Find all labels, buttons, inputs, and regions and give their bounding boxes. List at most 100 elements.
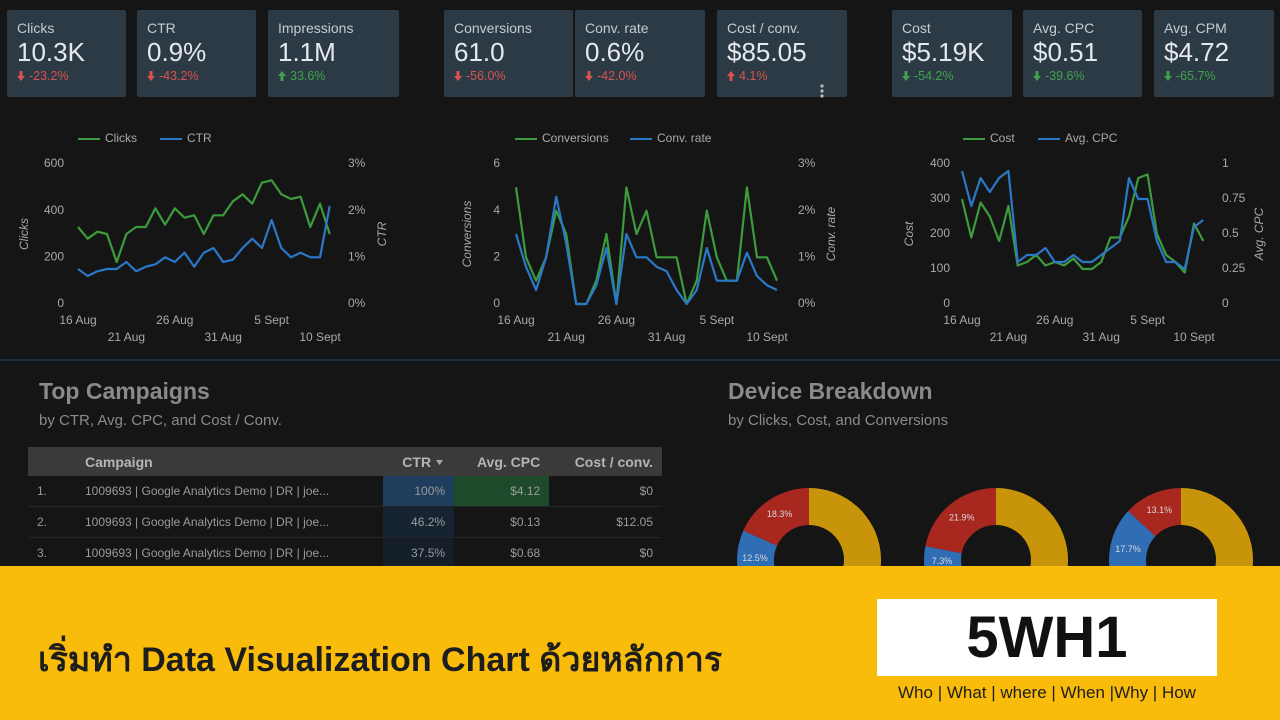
legend-label: Conversions	[542, 131, 609, 145]
kpi-change: 4.1%	[739, 69, 768, 83]
table-cell: 1.	[28, 476, 76, 507]
donut-slice	[743, 488, 809, 546]
kpi-change: -43.2%	[159, 69, 199, 83]
table-cell: 3.	[28, 537, 76, 569]
donut-slice	[925, 488, 996, 554]
kpi-label: Impressions	[278, 20, 354, 36]
banner: เริ่มทำ Data Visualization Chart ด้วยหลั…	[0, 566, 1280, 720]
y-tick-label: 400	[44, 203, 64, 217]
table-cell: 46.2%	[382, 506, 455, 538]
legend-label: Avg. CPC	[1065, 131, 1118, 145]
kpi-value: 61.0	[454, 37, 505, 67]
legend-label: CTR	[187, 131, 212, 145]
kpi-change-row: -39.6%	[1033, 69, 1132, 83]
x-tick-label: 21 Aug	[548, 330, 585, 344]
header-row: Campaign CTR Avg. CPC Cost / conv.	[28, 447, 662, 476]
kpi-card: Avg. CPC $0.51 -39.6%	[1023, 10, 1142, 97]
kpi-value: 10.3K	[17, 37, 85, 67]
x-tick-label: 5 Sept	[699, 313, 734, 327]
donut-label: 13.1%	[1147, 505, 1173, 515]
line-series	[77, 179, 331, 264]
kpi-value: 1.1M	[278, 37, 336, 67]
line-series	[77, 205, 331, 278]
menu-icon[interactable]	[820, 84, 824, 98]
sort-icon[interactable]	[431, 459, 445, 467]
y2-tick-label: 0.75	[1222, 191, 1246, 205]
table-cell: $4.12	[454, 476, 550, 507]
kpi-value: 0.9%	[147, 37, 207, 67]
headline: เริ่มทำ Data Visualization Chart ด้วยหลั…	[38, 641, 723, 679]
y-tick-label: 0	[943, 296, 950, 310]
y2-tick-label: 0.25	[1222, 261, 1246, 275]
kpi-change-row: -65.7%	[1164, 69, 1264, 83]
y2-tick-label: 3%	[798, 156, 816, 170]
kpi-label: Cost	[902, 20, 931, 36]
kpi-label: Conv. rate	[585, 20, 649, 36]
y-tick-label: 300	[930, 191, 950, 205]
kpi-change: -54.2%	[914, 69, 954, 83]
kpi-change-row: -56.0%	[454, 69, 563, 83]
y-tick-label: 0	[57, 296, 64, 310]
donut-label: 21.9%	[949, 513, 975, 523]
table-row: 1. 1009693 | Google Analytics Demo | DR |…	[28, 476, 662, 507]
y-tick-label: 0	[493, 296, 500, 310]
kpi-label: Clicks	[17, 20, 55, 36]
donut-label: 17.7%	[1115, 544, 1141, 554]
table-cell: $0.68	[454, 537, 550, 569]
campaign-table: Campaign CTR Avg. CPC Cost / conv. 1. 1009693…	[28, 447, 662, 569]
y2-tick-label: 1%	[348, 250, 366, 264]
trend-arrow	[147, 71, 155, 81]
donut-label: 7.3%	[932, 556, 953, 566]
table-cell: $0	[549, 476, 662, 507]
table-cell: $0.13	[454, 506, 550, 538]
table-cell: 1009693 | Google Analytics Demo | DR | j…	[76, 506, 383, 538]
table-row: 2. 1009693 | Google Analytics Demo | DR |…	[28, 506, 662, 538]
kpi-card: Avg. CPM $4.72 -65.7%	[1154, 10, 1274, 97]
y2-axis-title: CTR	[375, 221, 389, 246]
kpi-value: 0.6%	[585, 37, 645, 67]
x-tick-label: 26 Aug	[156, 313, 193, 327]
y2-axis-title: Avg. CPC	[1252, 207, 1266, 261]
x-tick-label: 31 Aug	[1083, 330, 1120, 344]
kpi-change: -39.6%	[1045, 69, 1085, 83]
legend-label: Clicks	[105, 131, 137, 145]
section-title: Device Breakdown	[728, 378, 933, 404]
y2-tick-label: 0%	[348, 296, 366, 310]
y2-tick-label: 0	[1222, 296, 1229, 310]
kpi-change-row: -42.0%	[585, 69, 695, 83]
donut-slice	[1128, 488, 1181, 537]
kpi-value: $0.51	[1033, 37, 1099, 67]
kpi-label: Avg. CPC	[1033, 20, 1095, 36]
kpi-label: Conversions	[454, 20, 532, 36]
table-cell: 1009693 | Google Analytics Demo | DR | j…	[76, 476, 383, 507]
y-axis-title: Clicks	[17, 218, 31, 250]
y-tick-label: 600	[44, 156, 64, 170]
x-tick-label: 10 Sept	[1173, 330, 1215, 344]
table-cell: 1009693 | Google Analytics Demo | DR | j…	[76, 537, 383, 569]
x-tick-label: 10 Sept	[746, 330, 788, 344]
kpi-label: Avg. CPM	[1164, 20, 1227, 36]
kpi-card: Impressions 1.1M 33.6%	[268, 10, 399, 97]
y-tick-label: 200	[44, 250, 64, 264]
x-tick-label: 31 Aug	[205, 330, 242, 344]
table-cell: 100%	[382, 476, 455, 507]
kpi-change: -23.2%	[29, 69, 69, 83]
y-tick-label: 100	[930, 261, 950, 275]
kpi-change-row: -43.2%	[147, 69, 246, 83]
y2-tick-label: 3%	[348, 156, 366, 170]
section-subtitle: by Clicks, Cost, and Conversions	[728, 412, 949, 429]
line-series	[960, 173, 1205, 274]
table-row: 3. 1009693 | Google Analytics Demo | DR |…	[28, 537, 662, 569]
y2-axis-title: Conv. rate	[824, 206, 838, 261]
kpi-card: CTR 0.9% -43.2%	[137, 10, 256, 97]
badge: 5WH1	[877, 599, 1217, 676]
header-cell: Cost / conv.	[549, 447, 662, 476]
header-cell: Avg. CPC	[454, 447, 550, 476]
trend-arrow	[727, 71, 735, 81]
y2-tick-label: 0%	[798, 296, 816, 310]
kpi-change-row: 33.6%	[278, 69, 389, 83]
kpi-label: Cost / conv.	[727, 20, 800, 36]
x-tick-label: 16 Aug	[59, 313, 96, 327]
